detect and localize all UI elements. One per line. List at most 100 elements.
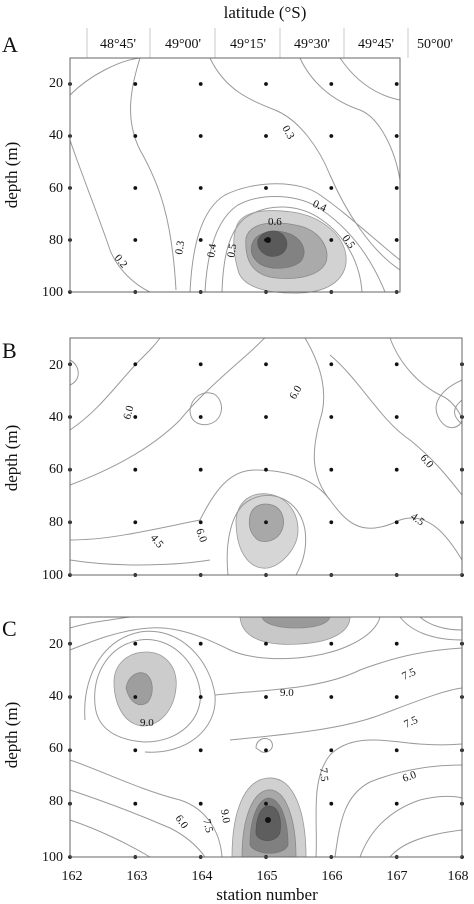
xtick-label: 167 [387,869,408,884]
fill-left-inner [125,672,153,705]
sample-point [133,641,138,646]
sample-point [329,695,334,699]
contour-label: 6.0 [193,527,209,544]
panel-a-label: A [2,32,18,57]
panel-c-yticks: 20 40 60 80 100 [42,637,63,865]
panel-b: B depth (m) 6.0 6.0 6.0 4.5 6.0 4. [2,337,464,583]
fill-level-0.8 [257,230,288,257]
panel-a-filled-contours [233,210,347,294]
ytick-label: 100 [42,285,63,300]
ytick-label: 80 [49,515,63,530]
xtick-label: 164 [192,869,213,884]
contour-label: 0.3 [279,124,297,142]
xtick-label: 162 [62,869,83,884]
contour-label: 0.4 [205,242,219,258]
panel-b-filled-contours [235,493,299,569]
fill-bottom-4 [255,805,281,841]
xtick-label: 165 [257,869,278,884]
contour-label: 9.0 [280,687,294,699]
sample-point [329,641,334,646]
panel-b-contours [69,337,463,576]
sample-point [198,186,203,190]
contour-label: 6.0 [287,383,305,401]
sample-point [394,82,399,86]
sample-point [264,362,268,367]
sample-point [264,467,268,472]
panel-c-contour-labels: 9.0 7.5 9.0 7.5 6.0 7.5 6.0 7.5 9.0 [140,666,420,835]
panel-a-stations [68,82,399,294]
xtick-label: 166 [322,869,343,884]
contour-label: 6.0 [401,769,418,785]
contour-label: 0.4 [311,198,329,215]
sample-point [198,695,203,699]
sample-point [133,134,138,138]
panel-a-frame [69,57,401,293]
sample-point [329,801,334,806]
contour-label: 6.0 [418,452,436,471]
sample-point [198,641,203,646]
sample-point [133,186,138,190]
panel-c-ylabel: depth (m) [2,702,21,769]
contour-label: 7.5 [402,714,420,731]
peak-marker [265,237,271,243]
sample-point [264,520,268,525]
panel-b-ylabel: depth (m) [2,425,21,492]
sample-point [133,801,138,806]
sample-point [198,415,203,419]
contour-label: 9.0 [140,717,154,729]
contour-label: 6.0 [173,813,191,832]
contour-label: 0.6 [268,216,282,228]
panel-a-ylabel: depth (m) [2,142,21,209]
ytick-label: 80 [49,233,63,248]
sample-point [329,362,334,367]
sample-point [264,801,268,806]
sample-point [394,134,399,138]
sample-point [264,641,268,646]
contour-label: 9.0 [218,808,232,824]
top-tick-label: 49°30' [294,37,330,52]
sample-point [264,134,268,138]
ytick-label: 20 [49,76,63,91]
sample-point [198,467,203,472]
ytick-label: 40 [49,128,63,143]
sample-point [133,695,138,699]
sample-point [133,362,138,367]
contour-label: 0.2 [112,252,130,270]
contour-label: 7.5 [200,818,215,835]
contour-label: 7.5 [317,767,330,782]
sample-point [133,520,138,525]
sample-point [394,520,399,525]
sample-point [198,748,203,753]
top-axis-title: latitude (°S) [224,3,307,22]
sample-point [329,186,334,190]
sample-point [394,415,399,419]
top-tick-label: 49°00' [165,37,201,52]
ytick-label: 20 [49,637,63,652]
sample-point [198,82,203,86]
ytick-label: 60 [49,181,63,196]
sample-point [198,362,203,367]
sample-point [133,415,138,419]
contour-label: 6.0 [121,404,136,421]
sample-point [133,748,138,753]
top-tick-label: 50°00' [417,37,453,52]
xtick-label: 168 [448,869,469,884]
sample-point [394,186,399,190]
peak-marker [265,817,271,823]
sample-point [329,238,334,242]
sample-point [394,748,399,753]
panel-c-xticks: 162 163 164 165 166 167 168 [62,869,469,884]
panel-a-top-ticks: 48°45' 49°00' 49°15' 49°30' 49°45' 50°00… [86,28,453,58]
sample-point [264,748,268,753]
fill-top-band-inner [261,616,331,629]
sample-point [394,362,399,367]
panel-a-yticks: 20 40 60 80 100 [42,76,63,300]
xtick-label: 163 [127,869,148,884]
panel-c-label: C [2,616,17,641]
sample-point [198,134,203,138]
sample-point [394,467,399,472]
sample-point [133,238,138,242]
panel-c-contours [69,616,463,858]
panel-b-label: B [2,338,17,363]
